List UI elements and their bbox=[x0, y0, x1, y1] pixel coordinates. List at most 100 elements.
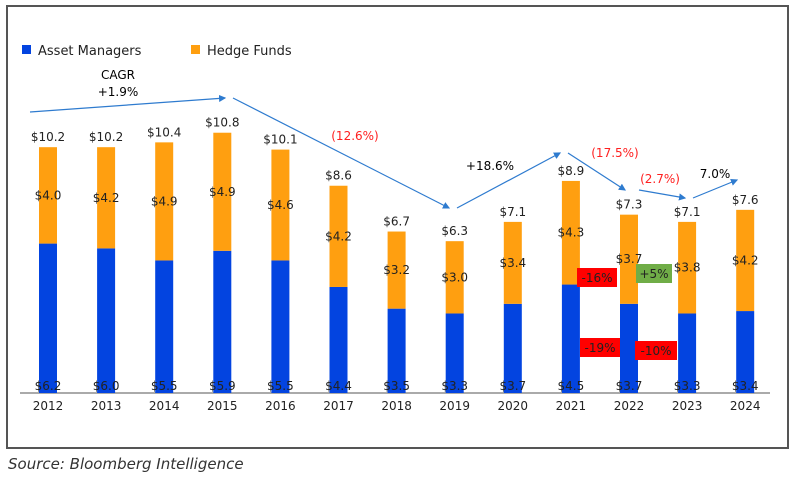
bar-asset-managers-2021 bbox=[561, 284, 580, 393]
bar-hedge-funds-2012 bbox=[39, 147, 57, 244]
total-label-2017: $8.6 bbox=[325, 169, 352, 183]
change-badge-label-0: -16% bbox=[581, 271, 612, 285]
am-label-2014: $5.5 bbox=[151, 379, 178, 393]
total-label-2019: $6.3 bbox=[441, 224, 468, 238]
trend-arrow-2023-2024 bbox=[692, 178, 739, 199]
x-tick-label-2021: 2021 bbox=[556, 399, 587, 413]
bar-hedge-funds-2016 bbox=[271, 149, 290, 261]
bar-hedge-funds-2015 bbox=[213, 132, 232, 251]
hf-label-2016: $4.6 bbox=[267, 198, 294, 212]
am-label-2016: $5.5 bbox=[267, 379, 294, 393]
x-tick-label-2017: 2017 bbox=[323, 399, 354, 413]
x-tick-label-2012: 2012 bbox=[33, 399, 64, 413]
trend-arrow-2021-2022 bbox=[567, 152, 627, 191]
change-badge-2 bbox=[580, 338, 620, 357]
bar-hedge-funds-2018 bbox=[387, 231, 406, 309]
am-label-2019: $3.3 bbox=[441, 379, 468, 393]
hf-label-2023: $3.8 bbox=[674, 261, 701, 275]
hf-label-2018: $3.2 bbox=[383, 263, 410, 277]
bar-asset-managers-2020 bbox=[503, 303, 522, 393]
am-label-2024: $3.4 bbox=[732, 379, 759, 393]
bar-hedge-funds-2013 bbox=[97, 147, 116, 249]
x-tick-label-2019: 2019 bbox=[439, 399, 470, 413]
x-tick-label-2018: 2018 bbox=[381, 399, 412, 413]
hf-label-2021: $4.3 bbox=[558, 226, 585, 240]
total-label-2022: $7.3 bbox=[616, 198, 643, 212]
total-label-2014: $10.4 bbox=[147, 125, 181, 139]
bar-asset-managers-2015 bbox=[213, 250, 232, 393]
am-label-2013: $6.0 bbox=[93, 379, 120, 393]
total-label-2021: $8.9 bbox=[558, 164, 585, 178]
trend-arrow-2022-2023 bbox=[638, 189, 687, 201]
bar-asset-managers-2018 bbox=[387, 308, 406, 393]
change-badge-0 bbox=[577, 268, 617, 287]
bar-asset-managers-2024 bbox=[736, 311, 755, 393]
am-label-2015: $5.9 bbox=[209, 379, 236, 393]
change-badge-label-1: +5% bbox=[639, 267, 668, 281]
trend-arrow-2012-2015 bbox=[29, 94, 227, 113]
hf-label-2012: $4.0 bbox=[35, 188, 62, 202]
trend-label-2015-2019: (12.6%) bbox=[331, 129, 378, 143]
bar-hedge-funds-2019 bbox=[445, 241, 464, 314]
bar-asset-managers-2013 bbox=[97, 248, 116, 393]
bar-asset-managers-2014 bbox=[155, 260, 174, 393]
x-tick-label-2024: 2024 bbox=[730, 399, 761, 413]
total-label-2016: $10.1 bbox=[263, 133, 297, 147]
trend-label-2023-2024: 7.0% bbox=[700, 167, 731, 181]
total-label-2013: $10.2 bbox=[89, 130, 123, 144]
bar-hedge-funds-2017 bbox=[329, 185, 348, 287]
bar-asset-managers-2022 bbox=[620, 303, 638, 393]
am-label-2022: $3.7 bbox=[616, 379, 643, 393]
am-label-2023: $3.3 bbox=[674, 379, 701, 393]
bar-hedge-funds-2020 bbox=[503, 221, 522, 304]
chart-frame bbox=[6, 5, 789, 449]
hf-label-2020: $3.4 bbox=[499, 256, 526, 270]
source-note: Source: Bloomberg Intelligence bbox=[8, 455, 244, 473]
bar-asset-managers-2016 bbox=[271, 260, 290, 393]
am-label-2018: $3.5 bbox=[383, 379, 410, 393]
change-badge-label-3: -10% bbox=[640, 344, 671, 358]
bar-hedge-funds-2022 bbox=[620, 214, 638, 304]
total-label-2018: $6.7 bbox=[383, 215, 410, 229]
trend-arrow-2015-2019 bbox=[232, 97, 451, 209]
x-tick-label-2020: 2020 bbox=[498, 399, 529, 413]
trend-label-cagr-value: +1.9% bbox=[98, 85, 139, 99]
change-badge-label-2: -19% bbox=[584, 341, 615, 355]
am-label-2017: $4.4 bbox=[325, 379, 352, 393]
legend-swatch-asset-managers bbox=[22, 45, 31, 54]
trend-label-cagr-title: CAGR bbox=[101, 68, 135, 82]
am-label-2012: $6.2 bbox=[35, 379, 62, 393]
trend-arrow-2019-2021 bbox=[456, 152, 562, 209]
bar-asset-managers-2012 bbox=[39, 243, 57, 393]
bar-asset-managers-2023 bbox=[678, 313, 697, 393]
bar-asset-managers-2017 bbox=[329, 286, 348, 393]
trend-label-2022-2023: (2.7%) bbox=[640, 172, 680, 186]
bar-asset-managers-2019 bbox=[445, 313, 464, 393]
hf-label-2024: $4.2 bbox=[732, 253, 759, 267]
hf-label-2014: $4.9 bbox=[151, 194, 178, 208]
hf-label-2015: $4.9 bbox=[209, 185, 236, 199]
x-tick-label-2022: 2022 bbox=[614, 399, 645, 413]
legend-label-asset-managers: Asset Managers bbox=[38, 44, 142, 59]
hf-label-2019: $3.0 bbox=[441, 270, 468, 284]
change-badge-3 bbox=[635, 341, 677, 360]
total-label-2012: $10.2 bbox=[31, 130, 65, 144]
bar-hedge-funds-2023 bbox=[678, 221, 697, 314]
x-tick-label-2013: 2013 bbox=[91, 399, 122, 413]
bar-hedge-funds-2021 bbox=[561, 180, 580, 285]
am-label-2020: $3.7 bbox=[499, 379, 526, 393]
total-label-2024: $7.6 bbox=[732, 193, 759, 207]
bar-hedge-funds-2024 bbox=[736, 209, 755, 312]
x-tick-label-2023: 2023 bbox=[672, 399, 703, 413]
hf-label-2022: $3.7 bbox=[616, 252, 643, 266]
x-tick-label-2015: 2015 bbox=[207, 399, 238, 413]
trend-label-2021-2022: (17.5%) bbox=[591, 146, 638, 160]
total-label-2020: $7.1 bbox=[499, 205, 526, 219]
hf-label-2017: $4.2 bbox=[325, 229, 352, 243]
bar-hedge-funds-2014 bbox=[155, 142, 174, 261]
legend-label-hedge-funds: Hedge Funds bbox=[207, 44, 292, 59]
x-tick-label-2014: 2014 bbox=[149, 399, 180, 413]
am-label-2021: $4.5 bbox=[558, 379, 585, 393]
hf-label-2013: $4.2 bbox=[93, 191, 120, 205]
